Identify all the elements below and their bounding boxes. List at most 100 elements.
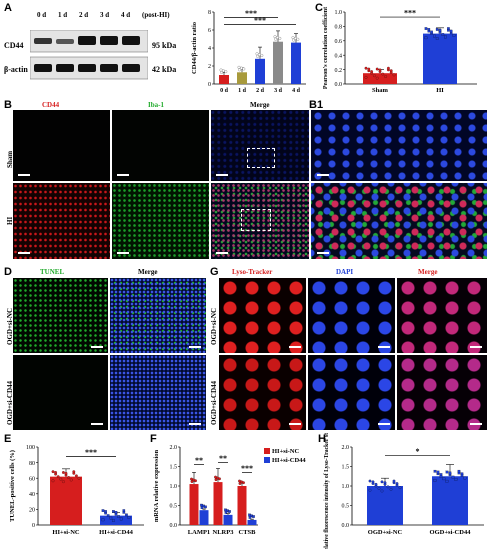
x-tick-label: LAMP1 — [188, 529, 210, 536]
data-point — [69, 478, 73, 482]
data-point — [101, 518, 105, 522]
col-label-merge: Merge — [250, 101, 270, 109]
image-g-merge-si-cd44 — [397, 355, 487, 430]
significance-label: *** — [241, 464, 253, 473]
data-point — [224, 511, 228, 514]
data-point — [190, 480, 194, 483]
bar — [213, 482, 223, 525]
y-tick-label: 100 — [26, 445, 35, 451]
data-point — [255, 52, 259, 56]
blot-row-label: β-actin — [4, 65, 28, 74]
data-point — [451, 475, 455, 479]
image-sham-b1 — [311, 110, 487, 181]
x-tick-label: Sham — [372, 87, 388, 94]
bar — [367, 486, 403, 525]
y-tick-label: 0 — [32, 523, 35, 529]
data-point — [430, 30, 433, 34]
data-point — [370, 70, 373, 73]
data-point — [368, 488, 372, 492]
col-label-dapi: DAPI — [336, 268, 354, 276]
data-point — [364, 66, 368, 70]
bar — [273, 41, 283, 84]
data-point — [424, 36, 428, 40]
data-point — [242, 67, 246, 71]
data-point — [395, 482, 399, 485]
image-d-merge-si-cd44 — [110, 355, 206, 430]
y-tick-label: 8 — [208, 10, 211, 16]
data-point — [447, 27, 450, 30]
image-hi-iba1 — [112, 183, 209, 259]
data-point — [433, 479, 437, 482]
panel-label-a: A — [4, 2, 12, 14]
data-point — [389, 487, 393, 491]
y-tick-label: 60 — [29, 476, 35, 482]
data-point — [373, 74, 376, 78]
data-point — [218, 477, 221, 481]
x-tick-label: HI — [436, 87, 444, 94]
data-point — [51, 470, 55, 474]
data-point — [219, 68, 223, 72]
image-sham-cd44 — [13, 110, 110, 181]
bar — [219, 75, 229, 84]
y-tick-label: 2 — [208, 64, 211, 70]
image-g-lyso-si-cd44 — [219, 355, 306, 430]
data-point — [377, 487, 381, 490]
data-point — [389, 69, 393, 73]
blot-image — [30, 30, 148, 80]
data-point — [454, 478, 458, 481]
image-d-merge-si-nc — [110, 278, 206, 353]
y-tick-label: 2.0 — [342, 445, 350, 451]
data-point — [460, 472, 464, 476]
data-point — [438, 28, 442, 32]
data-point — [442, 477, 446, 481]
y-tick-label: 0.6 — [335, 39, 343, 45]
data-point — [375, 67, 379, 71]
data-point — [59, 477, 63, 481]
data-point — [214, 478, 218, 481]
panel-label-e: E — [4, 433, 12, 445]
bar — [291, 42, 301, 84]
data-point — [384, 75, 387, 78]
y-tick-label: 20 — [29, 508, 35, 514]
x-tick-label: HI+si-NC — [52, 529, 79, 536]
col-label-merge-g: Merge — [418, 268, 438, 276]
x-tick-label: HI+si-CD44 — [99, 529, 133, 536]
y-tick-label: 1.0 — [342, 484, 350, 490]
data-point — [445, 479, 449, 483]
lane-label: 1 d — [58, 11, 68, 19]
y-axis-label: Relative fluorescence intensity of Lyso-… — [324, 433, 330, 549]
data-point — [122, 509, 126, 512]
col-label-merge-d: Merge — [138, 268, 158, 276]
bar — [237, 72, 247, 84]
y-tick-label: 80 — [29, 461, 35, 467]
y-tick-label: 1.5 — [342, 465, 350, 471]
data-point — [441, 33, 445, 36]
data-point — [72, 470, 76, 474]
y-tick-label: 1.5 — [170, 465, 178, 471]
data-point — [256, 54, 259, 58]
chart-h-lyso: 0.0 0.5 1.0 1.5 2.0 Relative fluorescence int… — [324, 433, 484, 549]
data-point — [445, 470, 449, 474]
data-point — [435, 28, 439, 31]
panel-label-f: F — [150, 433, 157, 445]
significance-label: *** — [245, 9, 257, 18]
bar — [255, 58, 265, 84]
data-point — [292, 38, 295, 42]
data-point — [435, 37, 439, 40]
y-tick-label: 0.5 — [342, 504, 350, 510]
row-label-g-si-nc: OGD+si-NC — [210, 307, 218, 345]
data-point — [101, 509, 105, 512]
data-point — [457, 469, 461, 473]
data-point — [238, 482, 242, 485]
data-point — [364, 75, 368, 79]
lane-label: 4 d — [121, 11, 131, 19]
y-axis-label: Pearson's correlation coefficient — [323, 7, 329, 89]
y-tick-label: 0.4 — [335, 53, 343, 59]
image-sham-iba1 — [112, 110, 209, 181]
data-point — [224, 70, 228, 74]
y-axis-label: TUNEL-positive cells (%) — [9, 450, 16, 522]
panel-label-b1: B1 — [309, 99, 324, 111]
data-point — [194, 479, 197, 483]
x-tick-label: 3 d — [274, 88, 283, 94]
data-point — [56, 475, 60, 479]
